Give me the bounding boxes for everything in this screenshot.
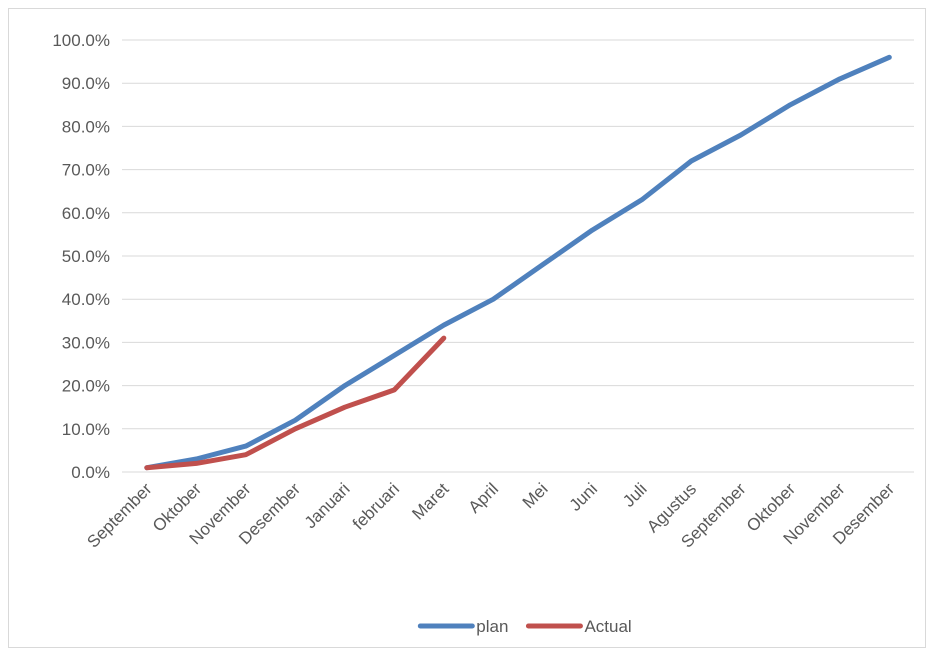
y-tick-label: 50.0% bbox=[62, 247, 110, 266]
x-tick-label: April bbox=[465, 479, 502, 516]
y-tick-label: 60.0% bbox=[62, 204, 110, 223]
series-line-actual bbox=[144, 335, 447, 471]
legend-label: Actual bbox=[584, 617, 631, 636]
y-tick-label: 70.0% bbox=[62, 161, 110, 180]
legend-item-actual: Actual bbox=[525, 617, 632, 636]
y-tick-label: 0.0% bbox=[71, 463, 110, 482]
y-axis-tick-labels: 0.0% 10.0% 20.0% 30.0% 40.0% 50.0% 60.0% 70.0% 8… bbox=[52, 31, 110, 482]
y-tick-label: 30.0% bbox=[62, 333, 110, 352]
y-tick-label: 80.0% bbox=[62, 117, 110, 136]
x-tick-label: Januari bbox=[301, 479, 354, 532]
legend: plan Actual bbox=[417, 617, 632, 636]
y-tick-label: 40.0% bbox=[62, 290, 110, 309]
legend-item-plan: plan bbox=[417, 617, 508, 636]
x-axis-tick-labels: SeptemberOktoberNovemberDesemberJanuarif… bbox=[83, 479, 898, 551]
x-tick-label: Maret bbox=[408, 479, 452, 523]
x-tick-label: Juni bbox=[566, 479, 601, 514]
x-tick-label: februari bbox=[349, 479, 403, 533]
y-tick-label: 20.0% bbox=[62, 377, 110, 396]
x-tick-label: September bbox=[83, 479, 155, 551]
series-lines bbox=[144, 54, 892, 471]
x-tick-label: Juli bbox=[619, 479, 650, 510]
y-tick-label: 100.0% bbox=[52, 31, 110, 50]
series-line-plan bbox=[144, 54, 892, 471]
y-tick-label: 90.0% bbox=[62, 74, 110, 93]
gridlines bbox=[122, 39, 914, 473]
x-tick-label: Mei bbox=[519, 479, 552, 512]
y-tick-label: 10.0% bbox=[62, 420, 110, 439]
legend-label: plan bbox=[476, 617, 508, 636]
